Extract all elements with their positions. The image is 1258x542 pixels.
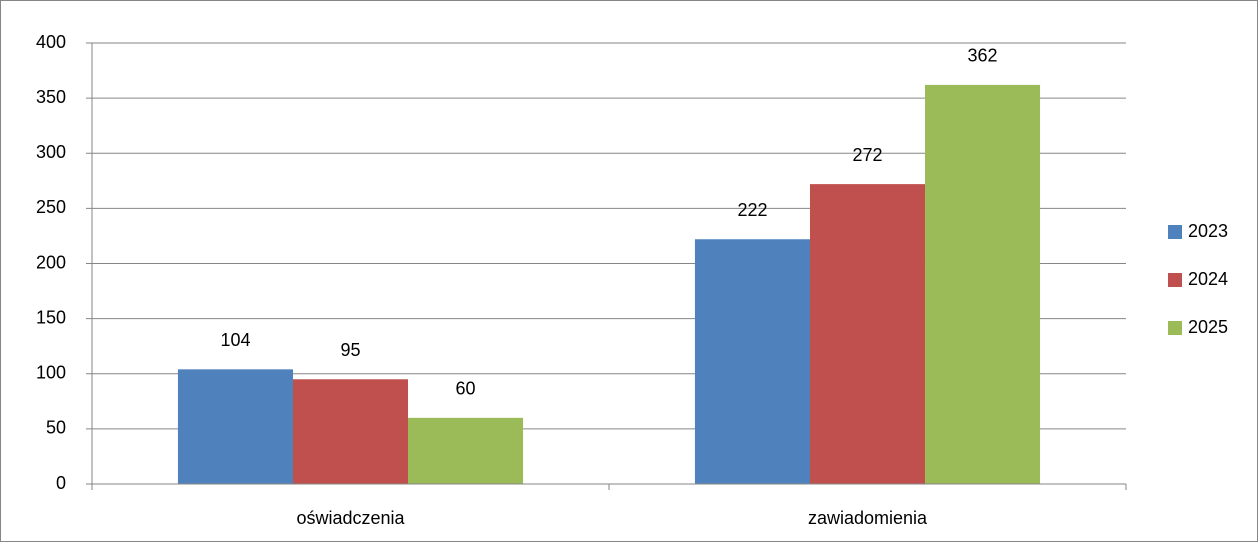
y-tick-label: 200 [36,252,66,272]
bar [694,239,810,484]
data-label: 362 [968,46,998,66]
legend-swatch [1168,225,1182,239]
legend-label: 2024 [1188,269,1228,289]
y-tick-label: 250 [36,197,66,217]
y-tick-label: 150 [36,307,66,327]
y-tick-label: 300 [36,142,66,162]
data-label: 95 [340,340,360,360]
x-tick-label: zawiadomienia [808,508,928,528]
bar [809,184,926,484]
y-tick-label: 350 [36,87,66,107]
legend-swatch [1168,273,1182,287]
legend-label: 2023 [1188,221,1228,241]
data-label: 272 [852,145,882,165]
legend-label: 2025 [1188,317,1228,337]
y-tick-label: 400 [36,32,66,52]
bar [292,379,409,484]
y-tick-label: 100 [36,363,66,383]
x-tick-label: oświadczenia [296,508,405,528]
data-label: 60 [456,379,476,399]
data-label: 104 [220,330,250,350]
legend-swatch [1168,321,1182,335]
bar [925,84,1041,485]
y-tick-label: 0 [56,473,66,493]
bar [408,417,524,484]
data-label: 222 [737,200,767,220]
bar [177,369,293,484]
y-tick-label: 50 [46,418,66,438]
